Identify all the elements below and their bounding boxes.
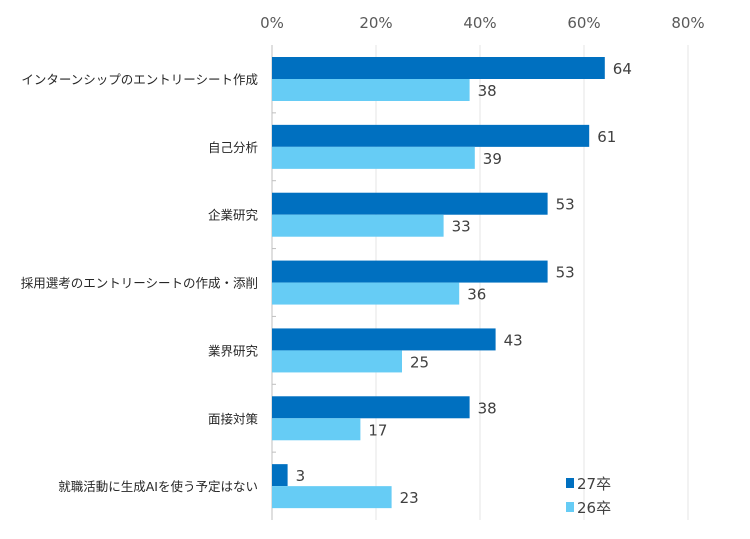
data-label: 64	[613, 60, 632, 78]
category-label: 面接対策	[208, 411, 259, 426]
bar-27	[272, 192, 548, 215]
bar-26	[272, 418, 361, 441]
data-label: 38	[478, 82, 497, 100]
category-label: 企業研究	[208, 208, 259, 223]
data-label: 53	[556, 264, 575, 282]
data-label: 23	[400, 489, 419, 507]
x-tick-label: 60%	[567, 14, 600, 32]
bar-26	[272, 486, 392, 509]
category-label: インターンシップのエントリーシート作成	[21, 72, 258, 87]
bar-27	[272, 260, 548, 283]
category-label: 業界研究	[208, 343, 259, 358]
bar-26	[272, 350, 402, 373]
bar-27	[272, 396, 470, 419]
data-label: 25	[410, 353, 429, 371]
data-label: 36	[467, 286, 486, 304]
bar-27	[272, 57, 605, 79]
data-label: 43	[504, 331, 523, 349]
bar-26	[272, 282, 460, 305]
category-label: 採用選考のエントリーシートの作成・添削	[21, 276, 258, 291]
data-label: 17	[368, 421, 387, 439]
legend-swatch	[566, 502, 574, 512]
category-label: 自己分析	[208, 140, 258, 155]
bar-26	[272, 146, 475, 169]
data-label: 61	[597, 128, 616, 146]
legend-label: 27卒	[577, 475, 611, 493]
x-tick-label: 80%	[671, 14, 704, 32]
data-label: 33	[452, 218, 471, 236]
x-tick-label: 20%	[359, 14, 392, 32]
bar-26	[272, 79, 470, 101]
x-tick-label: 0%	[260, 14, 284, 32]
data-label: 3	[296, 467, 306, 485]
bar-27	[272, 464, 288, 487]
bar-27	[272, 328, 496, 351]
bar-26	[272, 214, 444, 237]
data-label: 38	[478, 399, 497, 417]
x-tick-label: 40%	[463, 14, 496, 32]
legend-label: 26卒	[577, 499, 611, 517]
legend-swatch	[566, 478, 574, 488]
data-label: 39	[483, 150, 502, 168]
category-label: 就職活動に生成AIを使う予定はない	[58, 479, 258, 494]
bar-27	[272, 124, 590, 147]
data-label: 53	[556, 196, 575, 214]
